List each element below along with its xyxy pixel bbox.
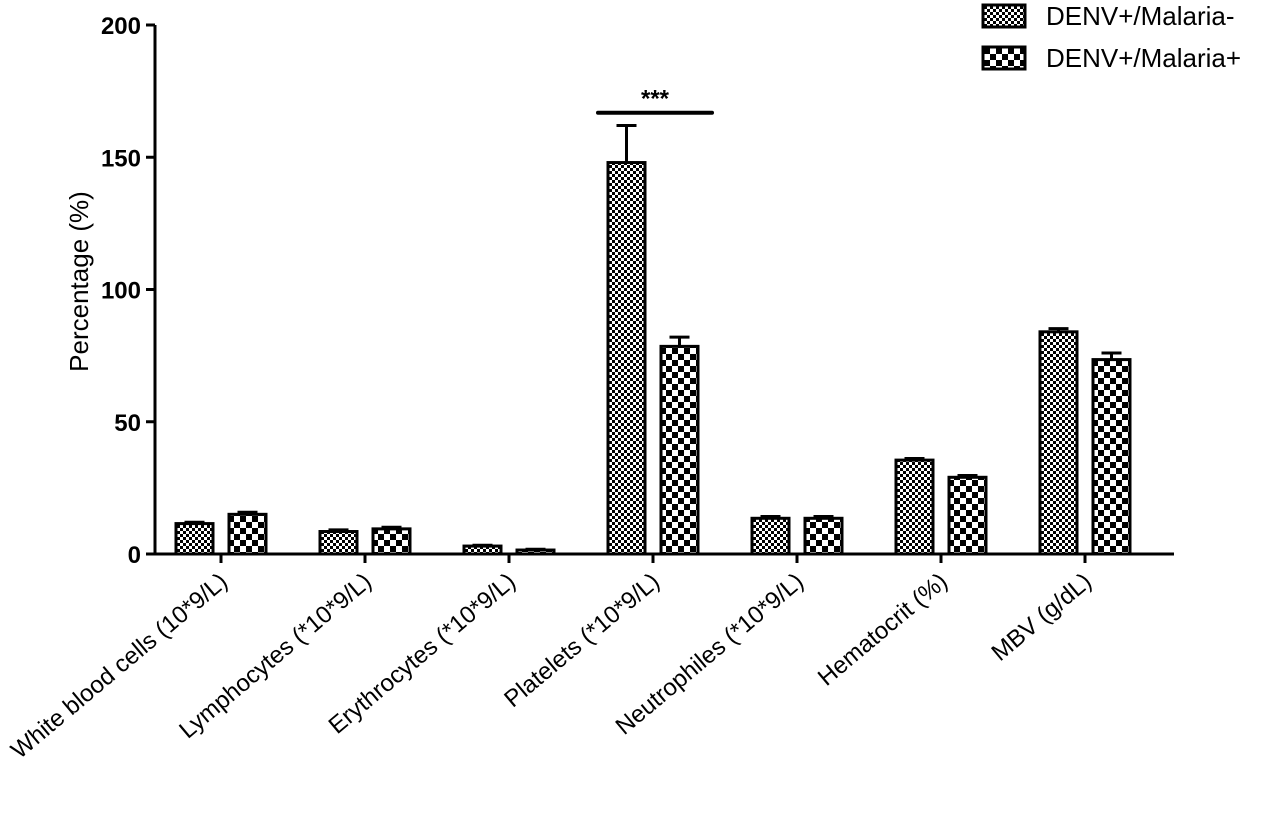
bar [750,516,791,556]
significance-label: *** [641,86,670,113]
bar [318,530,359,556]
bar [1038,330,1079,556]
bar [803,516,844,556]
x-tick-label: Hematocrit (%) [813,568,953,692]
legend-label: DENV+/Malaria- [1046,1,1235,31]
bar [947,475,988,556]
x-tick-label: Platelets (*10*9/L) [499,568,665,713]
legend-label: DENV+/Malaria+ [1046,43,1241,73]
bars [174,124,1132,556]
bar [462,544,503,556]
bar [606,161,647,556]
y-tick-label: 100 [101,278,141,305]
y-tick-label: 150 [101,145,141,172]
y-tick-label: 50 [114,410,141,437]
x-tick-label: MBV (g/dL) [987,568,1097,667]
legend-swatch [981,45,1027,71]
bar [227,512,268,556]
bar [371,527,412,556]
legend: DENV+/Malaria- DENV+/Malaria+ [981,1,1241,73]
bar [659,344,700,556]
bar [174,522,215,556]
y-tick-label: 0 [128,542,141,569]
bar [1091,358,1132,556]
bar [894,458,935,556]
y-axis-title: Percentage (%) [64,191,94,372]
legend-swatch [981,3,1027,29]
y-tick-label: 200 [101,13,141,40]
